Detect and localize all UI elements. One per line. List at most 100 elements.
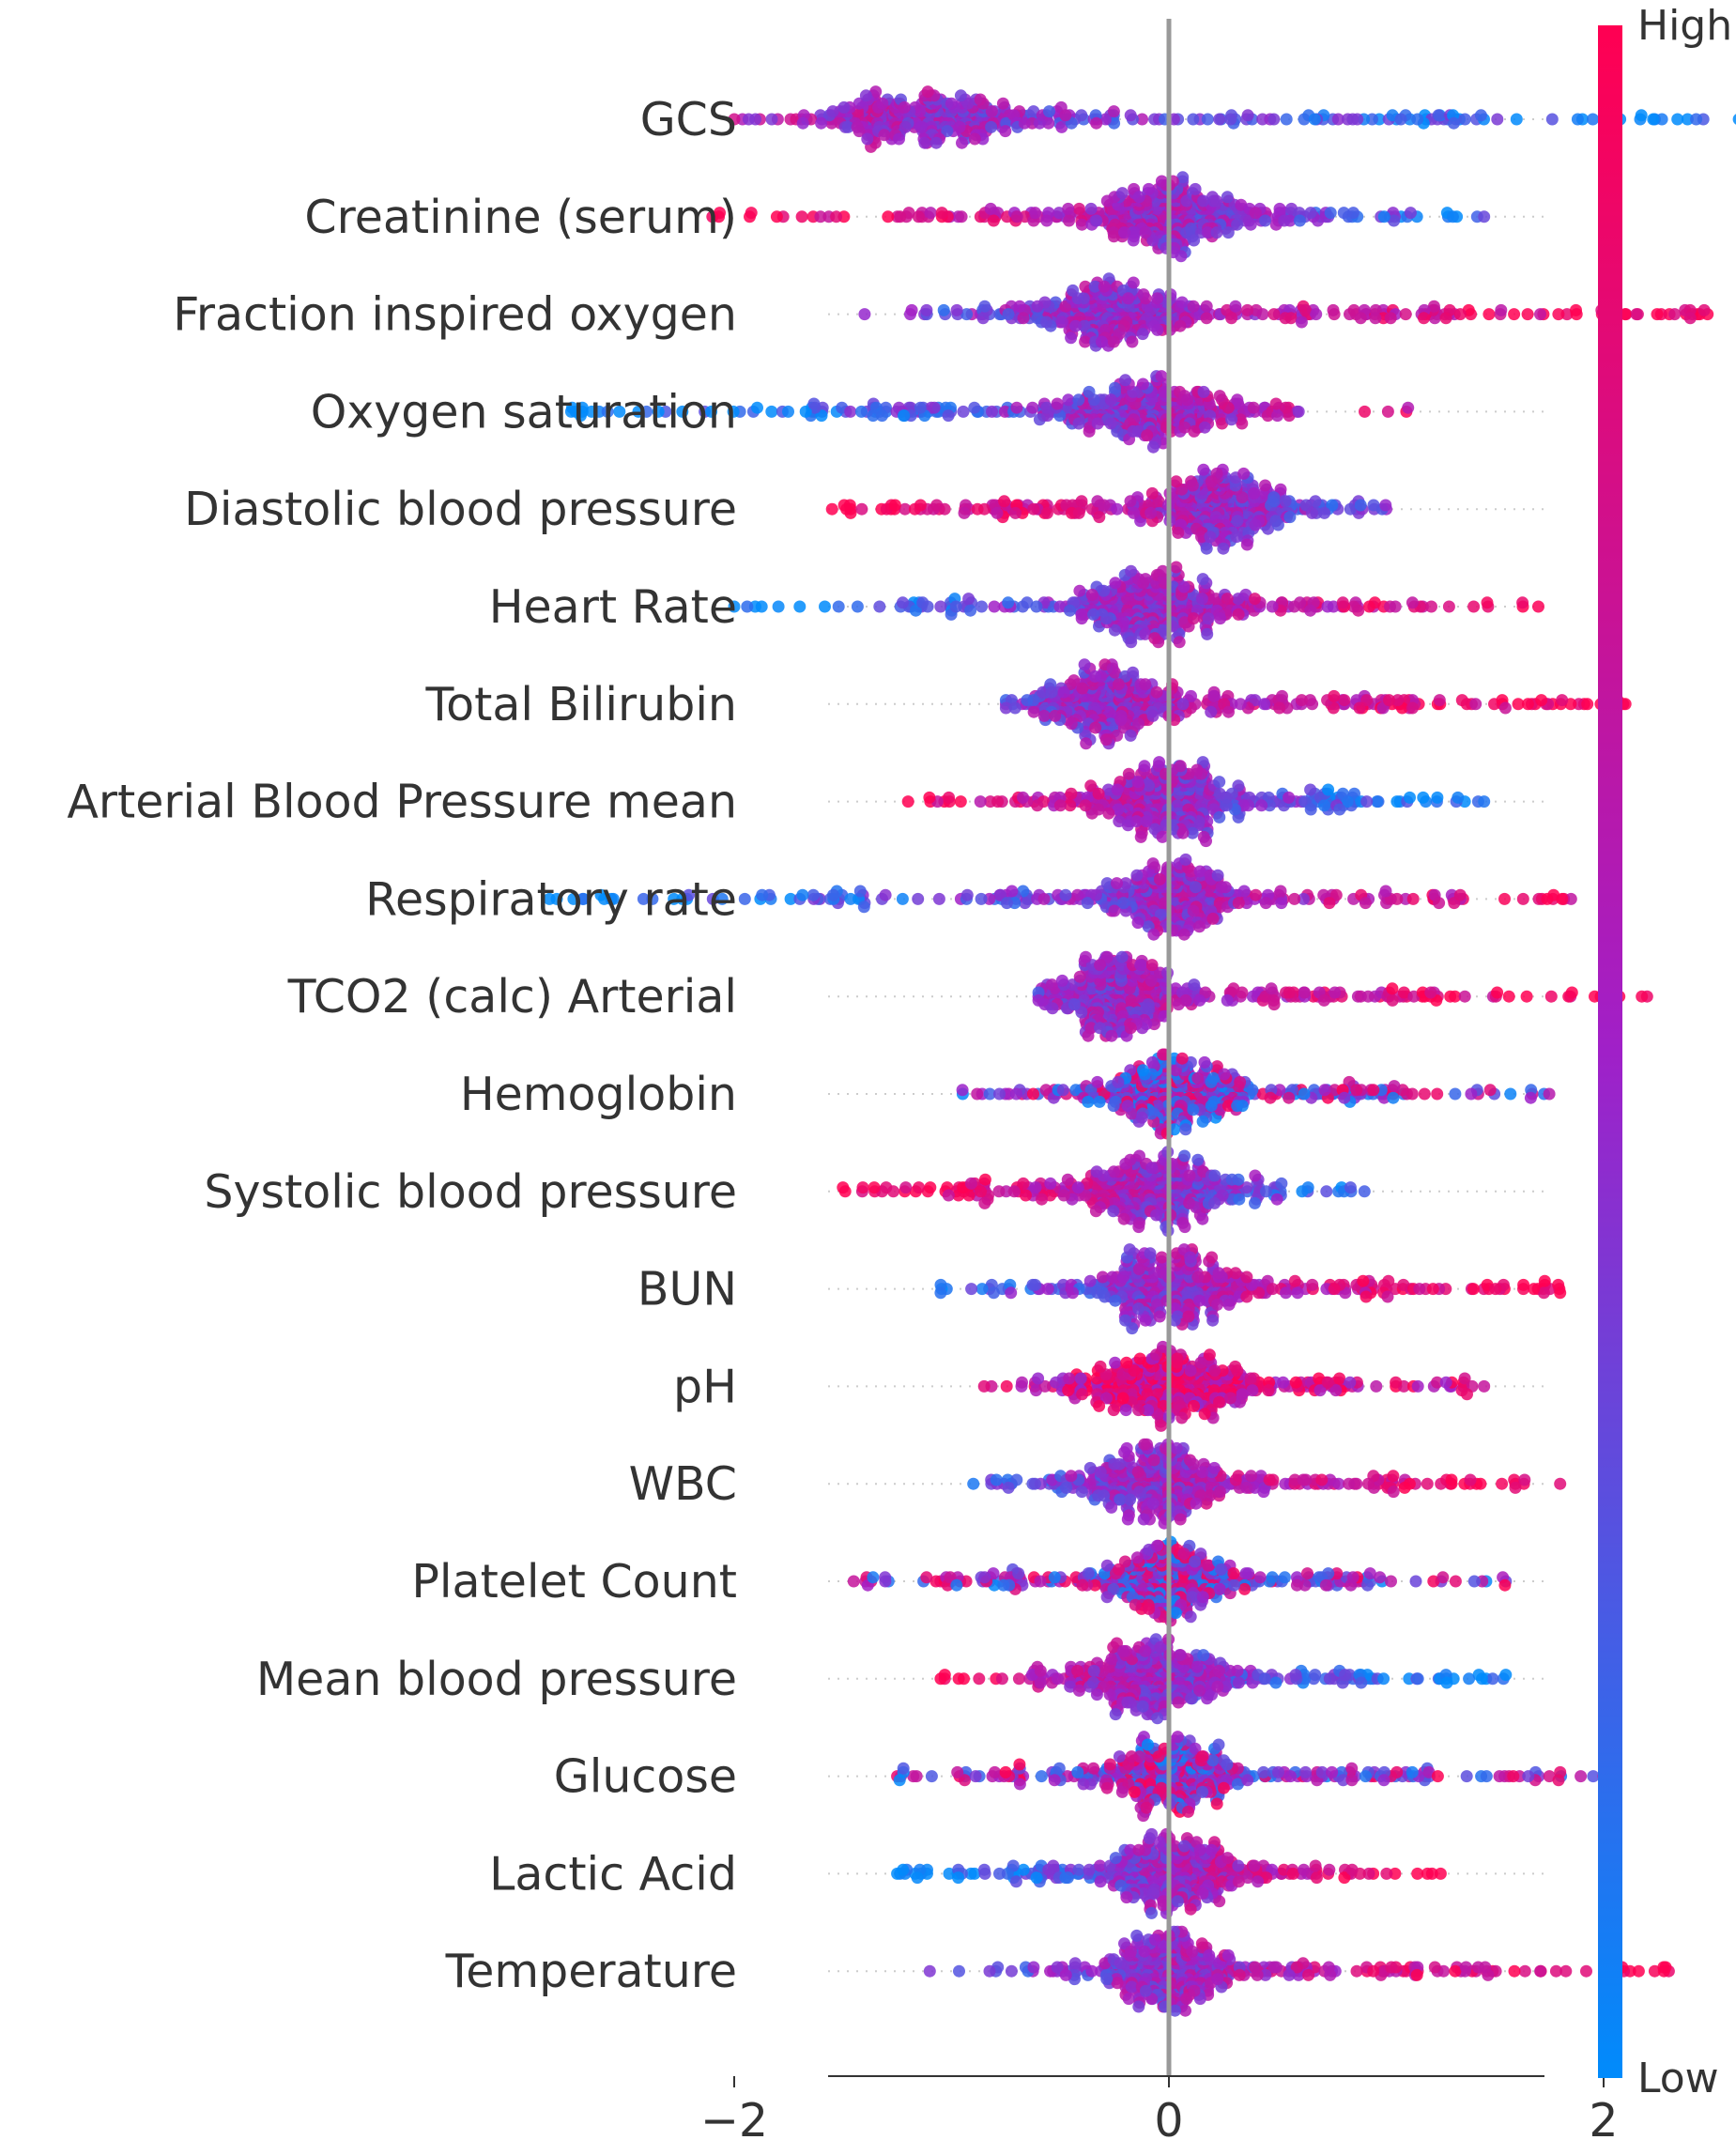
data-point: [1043, 105, 1055, 118]
data-point: [1304, 207, 1317, 220]
data-point: [898, 409, 910, 423]
data-point: [1068, 674, 1081, 687]
data-point: [971, 1087, 984, 1101]
data-point: [960, 888, 974, 901]
data-point: [1442, 600, 1455, 613]
data-point: [1045, 685, 1058, 699]
data-point: [855, 405, 868, 418]
data-point: [1651, 308, 1664, 321]
data-point: [1222, 705, 1235, 718]
data-point: [1175, 1052, 1189, 1065]
data-point: [1386, 993, 1399, 1007]
data-point: [1084, 202, 1098, 215]
data-point: [1535, 694, 1548, 707]
data-point: [1452, 791, 1465, 804]
data-point: [1037, 685, 1050, 699]
data-point: [1170, 475, 1183, 488]
data-point: [1115, 950, 1129, 963]
data-point: [1453, 888, 1467, 901]
data-point: [1130, 815, 1143, 828]
data-point: [793, 600, 807, 613]
data-point: [1027, 705, 1040, 718]
data-point: [1091, 1075, 1104, 1088]
data-point: [888, 499, 901, 512]
data-point: [1200, 300, 1213, 313]
data-point: [1106, 662, 1119, 675]
data-point: [937, 303, 950, 316]
data-point: [1118, 226, 1130, 239]
data-point: [1176, 698, 1190, 711]
data-point: [1508, 308, 1521, 321]
data-point: [1078, 319, 1091, 332]
data-point: [844, 405, 857, 418]
data-point: [1181, 393, 1193, 407]
data-point: [1002, 596, 1015, 609]
data-point: [1278, 214, 1291, 227]
data-point: [1207, 689, 1221, 702]
data-point: [1655, 113, 1668, 126]
data-point: [920, 303, 933, 316]
data-point: [1124, 1022, 1137, 1035]
data-point: [1151, 292, 1164, 305]
data-point: [914, 105, 927, 118]
data-point: [1270, 1193, 1283, 1206]
feature-points-row: [706, 171, 1491, 263]
data-point: [1127, 276, 1140, 289]
data-point: [993, 1087, 1006, 1101]
data-point: [923, 791, 936, 804]
data-point: [1147, 928, 1160, 941]
data-point: [1008, 701, 1022, 715]
data-point: [861, 132, 874, 146]
data-point: [1195, 593, 1208, 606]
data-point: [1359, 897, 1372, 910]
data-point: [1467, 600, 1481, 613]
data-point: [1072, 202, 1085, 215]
data-point: [1124, 109, 1137, 122]
data-point: [1179, 853, 1192, 866]
data-point: [899, 120, 912, 133]
data-point: [827, 888, 839, 901]
data-point: [935, 207, 948, 220]
data-point: [1241, 303, 1254, 316]
data-point: [1427, 300, 1440, 313]
data-point: [1328, 689, 1341, 702]
data-point: [1065, 331, 1078, 345]
data-point: [986, 405, 998, 418]
data-point: [1179, 993, 1192, 1007]
data-point: [1109, 381, 1121, 394]
data-point: [1247, 401, 1260, 414]
data-point: [1244, 218, 1257, 231]
data-point: [918, 136, 931, 149]
data-point: [1425, 600, 1437, 613]
data-point: [1210, 226, 1223, 239]
data-point: [1197, 463, 1210, 476]
data-point: [985, 120, 998, 133]
data-point: [1127, 666, 1140, 679]
data-point: [1280, 113, 1293, 126]
data-point: [1214, 612, 1227, 625]
data-point: [1229, 300, 1242, 313]
data-point: [1176, 826, 1190, 839]
data-point: [1635, 109, 1648, 122]
data-point: [1510, 113, 1523, 126]
data-point: [1200, 312, 1213, 325]
data-point: [1098, 499, 1111, 512]
data-point: [1112, 678, 1125, 691]
data-point: [1075, 218, 1088, 231]
data-point: [1002, 308, 1015, 321]
data-point: [1218, 1068, 1231, 1081]
data-point: [564, 405, 577, 418]
data-point: [1139, 678, 1152, 691]
data-point: [1361, 990, 1375, 1003]
data-point: [1107, 105, 1120, 118]
data-point: [1194, 767, 1207, 780]
data-point: [1089, 888, 1102, 901]
data-point: [941, 125, 954, 138]
data-point: [807, 888, 820, 901]
data-point: [765, 113, 778, 126]
data-point: [1360, 795, 1374, 808]
data-points: [543, 85, 1736, 2017]
data-point: [1119, 374, 1132, 387]
data-point: [1021, 596, 1034, 609]
data-point: [1185, 689, 1197, 702]
